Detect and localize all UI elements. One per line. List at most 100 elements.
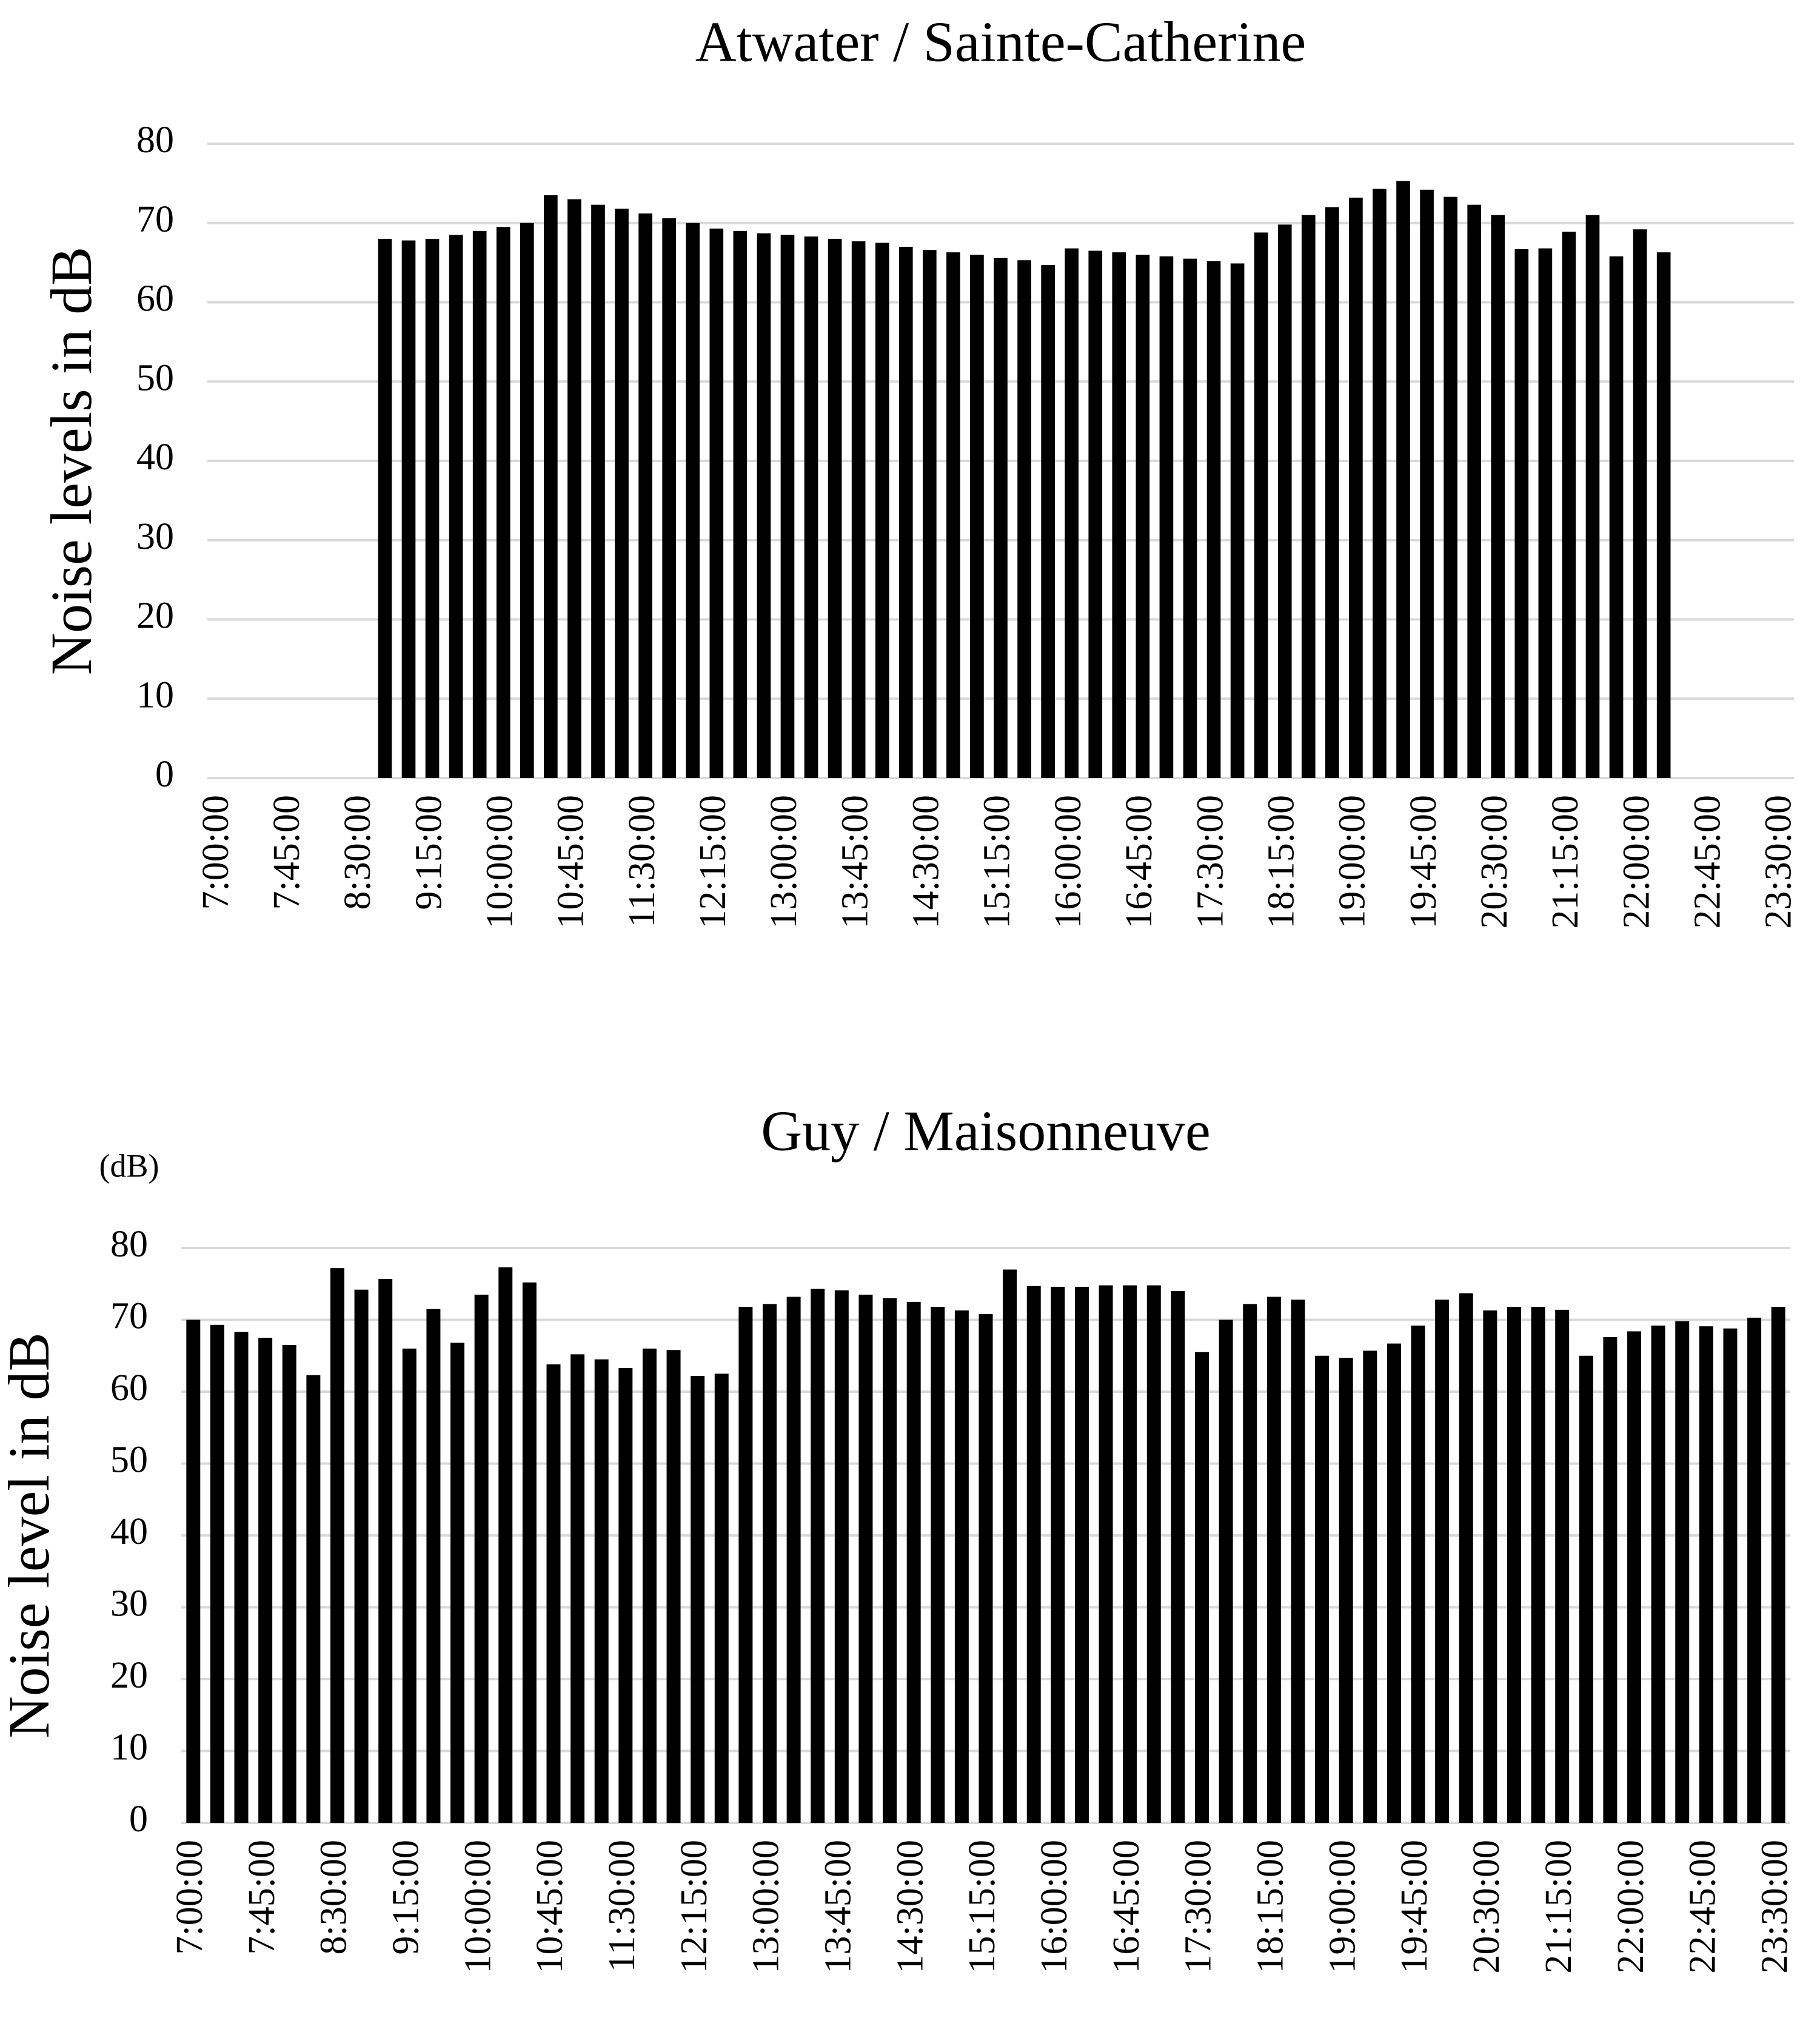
y-tick-label: 40 — [110, 1511, 148, 1552]
bar — [1514, 249, 1529, 779]
y-tick-label: 20 — [110, 1655, 148, 1696]
x-tick-label: 21:15:00 — [1545, 795, 1586, 928]
bar — [738, 1307, 753, 1823]
bar — [834, 1290, 849, 1823]
bar — [1088, 250, 1103, 778]
bar — [1627, 1331, 1642, 1823]
y-tick-label: 10 — [110, 1727, 148, 1768]
x-tick-label: 17:30:00 — [1189, 795, 1231, 928]
x-tick-label: 18:15:00 — [1250, 1840, 1291, 1973]
x-tick-label: 19:45:00 — [1403, 795, 1444, 928]
bar — [1219, 1320, 1233, 1823]
x-tick-label: 10:45:00 — [550, 795, 592, 928]
bar — [1771, 1307, 1785, 1823]
bar — [1373, 189, 1387, 779]
bar — [1277, 224, 1292, 778]
bar — [234, 1332, 249, 1823]
bar — [1747, 1317, 1762, 1823]
x-tick-label: 11:30:00 — [601, 1840, 643, 1972]
y-tick-label: 70 — [110, 1296, 148, 1337]
bar — [828, 238, 842, 778]
x-tick-label: 16:00:00 — [1048, 795, 1089, 928]
bar — [522, 1282, 537, 1823]
bar — [1531, 1307, 1545, 1823]
y-tick-label: 20 — [136, 595, 174, 637]
bar — [472, 230, 487, 778]
y-axis-label: Noise level in dB — [0, 1332, 61, 1738]
bar — [922, 250, 937, 779]
bar — [306, 1375, 321, 1823]
x-tick-label: 16:45:00 — [1119, 795, 1160, 928]
bar — [1349, 197, 1363, 778]
y-tick-label: 30 — [136, 516, 174, 557]
bar — [1538, 248, 1553, 779]
x-tick-label: 11:30:00 — [621, 795, 663, 927]
bar — [498, 1267, 513, 1823]
y-tick-label: 50 — [136, 357, 174, 398]
y-tick-label: 10 — [136, 674, 174, 716]
bar — [979, 1314, 993, 1823]
bar — [354, 1289, 369, 1823]
bar — [496, 227, 510, 779]
bar — [1603, 1336, 1618, 1823]
x-tick-label: 8:30:00 — [313, 1840, 355, 1954]
bar — [786, 1296, 801, 1823]
bar — [1579, 1355, 1593, 1823]
bar — [1051, 1286, 1065, 1823]
x-tick-label: 22:45:00 — [1687, 795, 1728, 928]
bar — [1723, 1328, 1738, 1823]
bar — [954, 1310, 969, 1823]
y-tick-label: 30 — [110, 1583, 148, 1625]
bar — [1301, 215, 1316, 778]
bar — [426, 1309, 441, 1823]
x-tick-label: 20:30:00 — [1474, 795, 1515, 928]
bar — [594, 1359, 609, 1823]
bar — [1609, 256, 1624, 778]
bar — [638, 213, 652, 778]
bar — [898, 246, 913, 779]
bar — [1420, 189, 1434, 779]
x-tick-label: 15:15:00 — [962, 1840, 1003, 1973]
bar — [906, 1301, 921, 1823]
bar — [1675, 1321, 1690, 1823]
bar — [811, 1289, 825, 1823]
bar — [615, 209, 629, 779]
x-tick-label: 22:00:00 — [1616, 795, 1657, 928]
y-tick-label: 50 — [110, 1440, 148, 1481]
x-tick-label: 18:15:00 — [1260, 795, 1302, 928]
chart-title: Guy / Maisonneuve — [761, 1100, 1210, 1163]
bar — [1562, 232, 1576, 778]
bar — [686, 223, 700, 778]
unit-annotation: (dB) — [99, 1147, 159, 1184]
y-tick-label: 80 — [110, 1224, 148, 1265]
bar — [544, 195, 558, 778]
bar — [1507, 1307, 1521, 1823]
x-tick-label: 19:00:00 — [1322, 1840, 1363, 1973]
bar — [402, 1348, 417, 1823]
bar — [733, 230, 748, 778]
bar — [378, 1278, 393, 1823]
chart-title: Atwater / Sainte-Catherine — [695, 11, 1306, 74]
bar — [1146, 1285, 1161, 1823]
x-tick-label: 14:30:00 — [906, 795, 947, 928]
bar — [666, 1350, 681, 1823]
bar — [994, 258, 1008, 778]
bar — [851, 241, 866, 778]
bar — [875, 243, 889, 778]
bar — [1183, 258, 1197, 778]
x-tick-label: 16:00:00 — [1034, 1840, 1075, 1973]
bar — [1065, 248, 1079, 779]
y-tick-label: 40 — [136, 437, 174, 478]
bar — [662, 218, 676, 778]
bar — [1459, 1293, 1473, 1823]
x-tick-label: 19:00:00 — [1332, 795, 1373, 928]
y-tick-label: 70 — [136, 199, 174, 240]
bar — [1699, 1326, 1713, 1823]
bar — [330, 1268, 344, 1823]
x-tick-label: 23:30:00 — [1758, 795, 1799, 928]
x-tick-label: 14:30:00 — [889, 1840, 931, 1973]
bar — [946, 252, 960, 778]
x-tick-label: 22:45:00 — [1682, 1840, 1724, 1973]
bar — [1291, 1300, 1305, 1823]
